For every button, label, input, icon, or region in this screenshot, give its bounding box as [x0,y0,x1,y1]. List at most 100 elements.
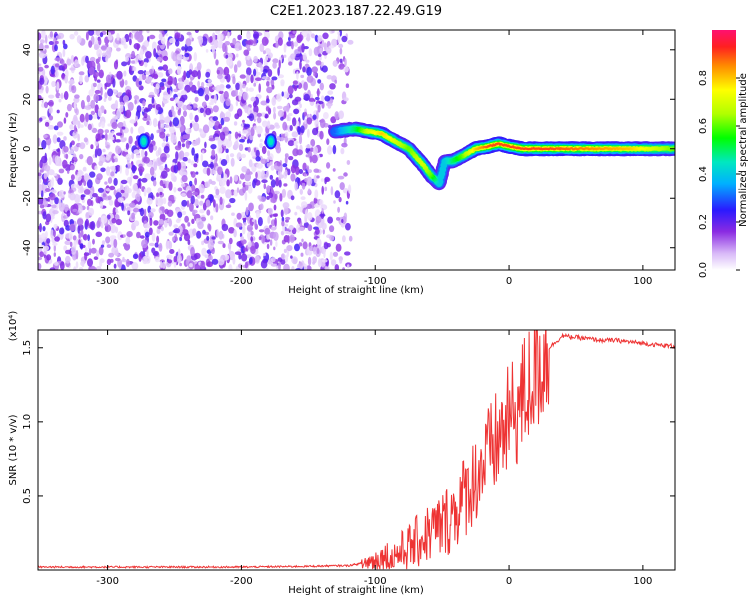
spectrogram-noise-cell [200,153,204,162]
spectrogram-noise-cell [38,172,42,177]
spectrogram-noise-cell [225,84,231,89]
spectrogram-noise-cell [136,155,141,159]
spectrogram-noise-cell [225,111,232,119]
spectrogram-noise-cell [306,165,310,171]
spectrogram-noise-cell [52,210,59,215]
spectrogram-noise-cell [63,91,69,100]
spectrogram-noise-cell [48,115,54,121]
spectrogram-noise-cell [87,123,92,131]
spectrogram-noise-cell [177,211,183,218]
spectrogram-noise-cell [58,98,62,103]
spectrogram-noise-cell [70,174,75,181]
spectrogram-noise-cell [343,97,349,102]
spectrogram-noise-cell [97,62,101,72]
spectrogram-noise-cell [63,136,67,141]
spectrogram-noise-cell [78,169,83,175]
spectrogram-noise-cell [281,253,286,260]
spectrogram-noise-cell [63,117,67,124]
spectrogram-noise-cell [275,40,279,49]
spectrogram-noise-cell [218,123,223,130]
spectrogram-noise-cell [56,81,60,91]
spectrogram-noise-cell [123,70,127,77]
spectrogram-noise-cell [261,36,269,46]
spectrogram-noise-cell [192,209,198,214]
spectrogram-noise-cell [198,128,202,132]
spectrogram-noise-cell [100,222,104,229]
spectrogram-noise-cell [116,108,121,119]
spectrogram-noise-cell [307,224,313,232]
spectrogram-noise-cell [228,237,233,245]
spectrogram-noise-cell [125,153,132,161]
spectrogram-noise-cell [250,127,255,137]
spectrogram-noise-cell [284,110,287,118]
spectrogram-noise-cell [321,65,328,73]
spectrogram-noise-cell [282,121,288,131]
spectrogram-noise-cell [317,258,322,268]
spectrogram-noise-cell [348,184,352,194]
spectrogram-noise-cell [44,121,50,127]
spectrogram-noise-cell [231,212,235,216]
spectrogram-noise-cell [215,188,220,196]
spectrogram-noise-cell [289,234,295,243]
spectrogram-noise-cell [85,218,90,228]
spectrogram-noise-cell [274,213,278,217]
spectrogram-noise-cell [339,58,343,63]
spectrogram-noise-cell [291,256,298,265]
spectrogram-noise-cell [98,38,102,46]
y-tick-label: 20 [22,93,33,106]
spectrogram-noise-cell [293,108,300,115]
spectrogram-noise-cell [301,43,305,53]
spectrogram-noise-cell [317,79,322,84]
spectrogram-noise-cell [286,168,291,176]
spectrogram-noise-cell [319,130,324,140]
spectrogram-noise-cell [155,104,162,111]
spectrogram-track-cell [438,180,442,183]
spectrogram-noise-cell [298,226,305,231]
spectrogram-noise-cell [244,182,252,186]
spectrogram-noise-cell [117,197,124,203]
y-tick-label: 0.5 [22,488,33,504]
spectrogram-noise-cell [110,171,115,177]
spectrogram-noise-cell [96,173,103,181]
spectrogram-noise-cell [194,30,199,33]
spectrogram-noise-cell [38,190,42,195]
spectrogram-noise-cell [115,145,122,155]
spectrogram-noise-cell [328,45,335,49]
spectrogram-noise-cell [160,86,165,90]
spectrogram-noise-cell [158,165,164,171]
spectrogram-noise-cell [131,164,136,174]
spectrogram-noise-cell [166,254,173,260]
spectrogram-noise-cell [134,31,141,41]
spectrogram-noise-cell [253,31,260,40]
spectrogram-noise-cell [156,129,160,134]
spectrogram-noise [38,30,354,270]
spectrogram-noise-cell [56,137,61,143]
spectrogram-noise-cell [204,94,210,101]
spectrogram-noise-cell [62,39,66,46]
spectrogram-noise-cell [121,202,124,211]
spectrogram-noise-cell [146,249,149,258]
spectrogram-noise-cell [186,200,190,208]
spectrogram-noise-cell [59,261,65,270]
spectrogram-noise-cell [211,236,216,240]
spectrogram-noise-cell [290,40,294,50]
spectrogram-noise-cell [202,229,206,235]
spectrogram-noise-cell [124,79,128,86]
spectrogram-noise-cell [73,101,77,110]
spectrogram-noise-cell [323,112,329,120]
spectrogram-noise-cell [320,95,325,102]
spectrogram-noise-cell [269,174,274,180]
spectrogram-noise-cell [319,199,324,207]
spectrogram-noise-cell [63,191,66,195]
spectrogram-noise-cell [170,134,177,144]
spectrogram-noise-cell [158,219,164,225]
colorbar: 0.0 0.2 0.4 0.6 0.8 Normalized spectral ampl… [698,30,749,278]
spectrogram-noise-cell [85,31,89,41]
spectrogram-noise-cell [207,79,212,83]
spectrogram-noise-cell [144,61,148,68]
spectrogram-noise-cell [211,258,219,265]
spectrogram-noise-cell [311,33,315,39]
spectrogram-noise-cell [230,157,235,167]
spectrogram-noise-cell [201,240,205,246]
spectrogram-noise-cell [71,159,75,164]
